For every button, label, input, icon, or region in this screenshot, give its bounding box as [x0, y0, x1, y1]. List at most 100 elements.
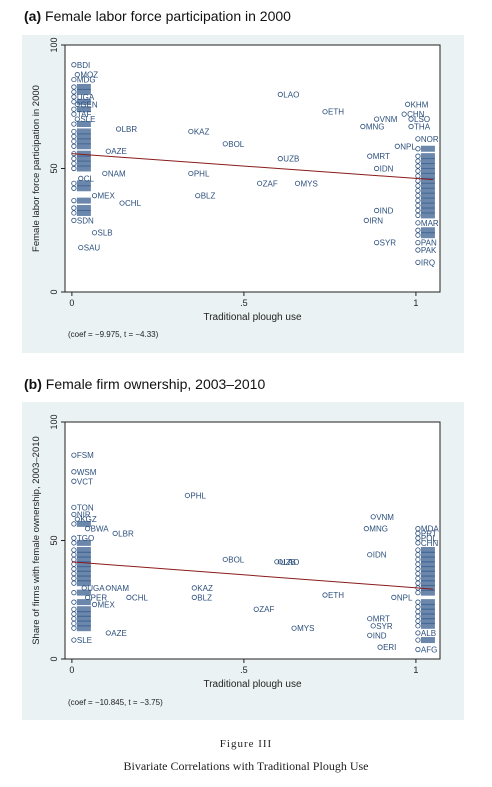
data-point: [71, 590, 77, 596]
overlapping-label-mark: [420, 232, 435, 239]
overlapping-label-mark: [76, 610, 91, 617]
panel-b-coef-note: (coef = −10.845, t = −3.75): [68, 698, 163, 707]
overlapping-label-mark: [76, 165, 91, 172]
data-point: [415, 136, 421, 142]
data-point: [363, 526, 369, 532]
x-tick-label: 0: [69, 665, 74, 675]
point-label: SDN: [77, 216, 94, 225]
point-label: KHM: [411, 100, 429, 109]
data-point: [91, 601, 98, 608]
point-label: MRT: [373, 152, 390, 161]
x-tick-label: 1: [413, 298, 418, 308]
data-point: [71, 106, 77, 112]
figure-caption: Bivariate Correlations with Traditional …: [123, 759, 369, 773]
overlapping-label-mark: [420, 584, 435, 591]
point-label: ERI: [383, 643, 396, 652]
data-point: [415, 153, 421, 159]
fit-line: [71, 153, 434, 181]
y-tick-label: 100: [49, 414, 59, 429]
data-point: [391, 594, 397, 600]
data-point: [415, 540, 421, 546]
x-tick-label: 0: [69, 298, 74, 308]
point-label: NIR: [77, 510, 91, 519]
data-point: [291, 625, 297, 631]
data-point: [71, 511, 77, 518]
overlapping-label-mark: [420, 163, 435, 170]
overlapping-label-mark: [420, 622, 435, 629]
data-point: [415, 198, 421, 204]
overlapping-label-mark: [420, 565, 435, 572]
point-label: MEX: [98, 600, 116, 609]
point-label: SLE: [80, 115, 95, 124]
overlapping-label-mark: [76, 150, 91, 157]
data-point: [404, 101, 411, 107]
data-point: [374, 240, 380, 246]
overlapping-label-mark: [76, 138, 91, 145]
point-label: IDN: [380, 165, 394, 174]
data-point: [408, 116, 414, 122]
overlapping-label-mark: [420, 212, 435, 219]
data-point: [71, 133, 77, 139]
x-tick-label: 1: [413, 665, 418, 675]
data-point: [363, 217, 369, 223]
point-label: NAM: [111, 584, 129, 593]
data-point: [360, 123, 366, 130]
point-label: SLB: [98, 229, 113, 238]
overlapping-label-mark: [76, 599, 91, 606]
overlapping-label-mark: [420, 613, 435, 620]
data-point: [195, 193, 201, 199]
data-point: [71, 180, 77, 186]
point-label: VCT: [77, 477, 93, 486]
point-label: MNG: [366, 123, 385, 132]
panel-b-letter: (b): [24, 376, 42, 392]
point-label: KAZ: [197, 584, 213, 593]
data-point: [71, 76, 77, 83]
panel-a-coef-note: (coef = −9.975, t = −4.33): [68, 330, 159, 339]
overlapping-label-mark: [76, 520, 91, 527]
data-point: [74, 101, 80, 107]
data-point: [71, 165, 77, 172]
data-point: [415, 188, 421, 194]
overlapping-label-mark: [420, 575, 435, 582]
point-label: IND: [373, 631, 387, 640]
point-label: ETH: [328, 108, 344, 117]
data-point: [85, 526, 91, 532]
data-point: [415, 146, 421, 152]
data-point: [415, 227, 421, 233]
figure-label: Figure III: [219, 738, 273, 750]
data-point: [367, 552, 373, 558]
data-point: [415, 220, 421, 226]
overlapping-label-mark: [76, 580, 91, 587]
overlapping-label-mark: [420, 227, 435, 234]
data-point: [370, 514, 376, 520]
point-label: PHL: [190, 491, 206, 500]
overlapping-label-mark: [420, 187, 435, 194]
point-label: VNM: [380, 115, 398, 124]
data-point: [415, 646, 421, 653]
data-point: [294, 180, 301, 186]
data-point: [71, 637, 77, 643]
data-point: [415, 212, 421, 219]
data-point: [71, 138, 77, 144]
data-point: [188, 128, 194, 135]
point-label: GEN: [80, 100, 98, 109]
data-point: [116, 126, 122, 132]
point-label: BDI: [77, 61, 90, 70]
overlapping-label-mark: [420, 153, 435, 160]
overlapping-label-mark: [420, 599, 435, 606]
overlapping-label-mark: [420, 182, 435, 189]
data-point: [74, 72, 80, 78]
point-label: PAK: [421, 246, 437, 255]
point-label: PER: [91, 593, 108, 602]
data-point: [184, 492, 191, 499]
point-label: BLZ: [197, 593, 212, 602]
overlapping-label-mark: [76, 561, 91, 568]
overlapping-label-mark: [76, 575, 91, 582]
data-point: [408, 123, 414, 130]
data-point: [415, 247, 421, 253]
data-point: [71, 143, 77, 149]
data-point: [222, 556, 228, 563]
x-tick-label: .5: [240, 665, 248, 675]
overlapping-label-mark: [76, 83, 91, 90]
